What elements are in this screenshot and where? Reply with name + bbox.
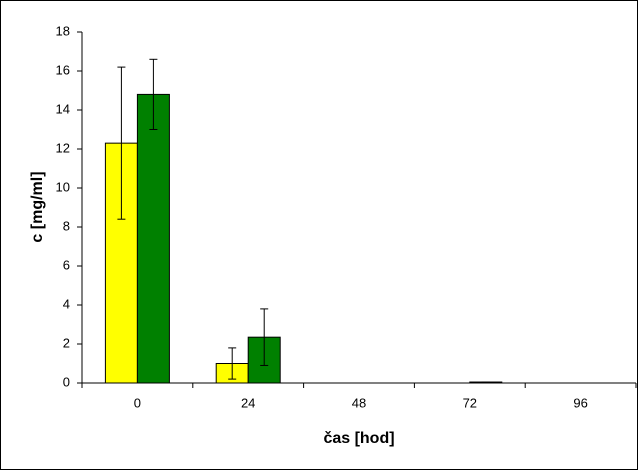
y-tick-label: 4 (63, 296, 70, 311)
y-axis-label: c [mg/ml] (29, 171, 46, 242)
y-tick-label: 16 (56, 62, 70, 77)
error-bar (228, 347, 237, 380)
y-tick-label: 10 (56, 179, 70, 194)
y-tick-label: 18 (56, 23, 70, 38)
y-tick-label: 8 (63, 218, 70, 233)
y-tick-label: 14 (56, 101, 70, 116)
x-axis-label: čas [hod] (323, 430, 394, 447)
y-tick-label: 12 (56, 140, 70, 155)
x-tick-label: 96 (573, 395, 587, 410)
x-tick-label: 0 (134, 395, 141, 410)
x-tick-label: 72 (463, 395, 477, 410)
error-bar (149, 58, 158, 130)
y-tick-label: 2 (63, 335, 70, 350)
y-tick-label: 6 (63, 257, 70, 272)
bar (136, 93, 170, 384)
error-bar (260, 308, 269, 366)
x-tick-label: 48 (352, 395, 366, 410)
x-tick-label: 24 (241, 395, 255, 410)
y-tick-label: 0 (63, 374, 70, 389)
error-bar (117, 66, 126, 220)
